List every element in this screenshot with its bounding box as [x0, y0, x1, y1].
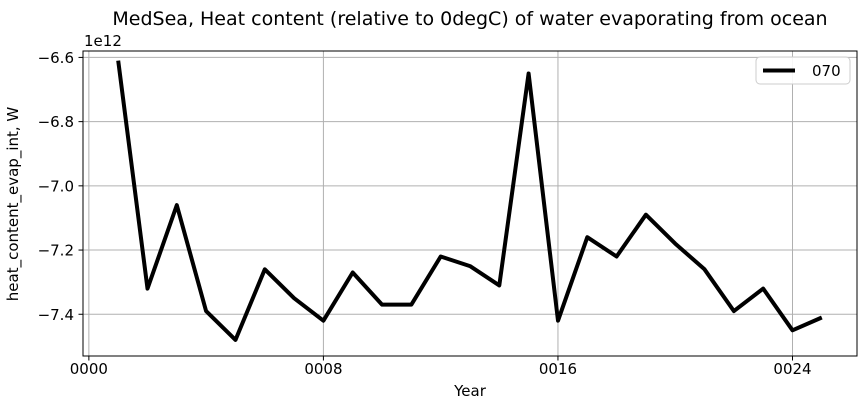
data-line-070 [116, 60, 823, 342]
y-tick-label: −6.6 [38, 49, 74, 67]
gridlines [83, 51, 857, 356]
data-series-layer [116, 60, 823, 342]
legend: 070 [755, 56, 851, 85]
x-tick-label: 0008 [304, 360, 342, 378]
x-tick-label: 0000 [70, 360, 108, 378]
plot-border [82, 50, 858, 357]
y-tick-label: −6.8 [38, 113, 74, 131]
legend-box [755, 56, 851, 85]
y-tick-label: −7.2 [38, 242, 74, 260]
y-axis-label: heat_content_evap_int, W [4, 107, 23, 302]
legend-label: 070 [812, 62, 841, 80]
x-tick-label: 0024 [773, 360, 811, 378]
x-tick-label: 0016 [539, 360, 577, 378]
y-tick-label: −7.4 [38, 306, 74, 324]
x-axis-label: Year [453, 382, 487, 400]
y-axis-offset-text: 1e12 [84, 32, 122, 50]
chart-title: MedSea, Heat content (relative to 0degC)… [112, 8, 827, 30]
axis-ticks: 0000 0008 0016 0024 −6.6 −6.8 −7.0 −7.2 −7.4 [38, 49, 812, 378]
y-tick-label: −7.0 [38, 177, 74, 195]
